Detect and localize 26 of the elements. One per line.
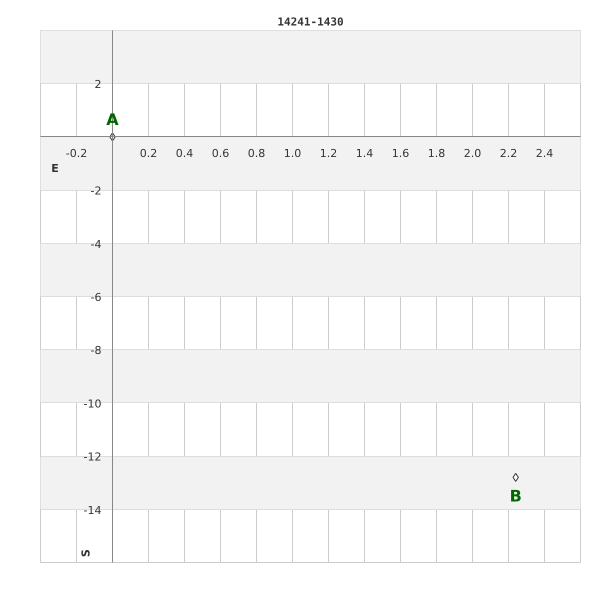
- annotation: B: [510, 486, 522, 506]
- x-tick-label: 1.6: [392, 146, 410, 160]
- y-tick-label: -14: [84, 504, 102, 517]
- y-tick-label: -10: [84, 397, 102, 410]
- x-tick-label: 1.0: [284, 146, 302, 160]
- x-tick-label: 1.8: [428, 146, 446, 160]
- y-tick-label: -4: [90, 238, 102, 251]
- x-tick-label: 1.4: [356, 146, 374, 160]
- x-tick-label: -0.2: [66, 146, 88, 160]
- y-tick-label: -6: [90, 291, 102, 304]
- y-axis-title: S: [80, 549, 92, 558]
- x-tick-label: 0.4: [176, 146, 194, 160]
- x-axis-title: E: [51, 162, 59, 175]
- y-tick-label: -12: [84, 450, 102, 464]
- y-tick-label: -2: [90, 184, 102, 198]
- annotation: A: [106, 110, 120, 129]
- y-tick-label: 2: [94, 78, 102, 92]
- x-tick-label: 0.8: [248, 146, 266, 160]
- chart-title: 14241-1430: [277, 16, 344, 28]
- x-tick-label: 2.0: [464, 146, 482, 160]
- x-tick-label: 0.2: [140, 146, 158, 160]
- y-tick-label: -8: [90, 344, 102, 358]
- x-tick-label: 0.6: [212, 146, 230, 160]
- x-tick-label: 2.4: [536, 146, 554, 160]
- x-tick-label: 1.2: [320, 146, 338, 160]
- x-tick-label: 2.2: [500, 146, 518, 160]
